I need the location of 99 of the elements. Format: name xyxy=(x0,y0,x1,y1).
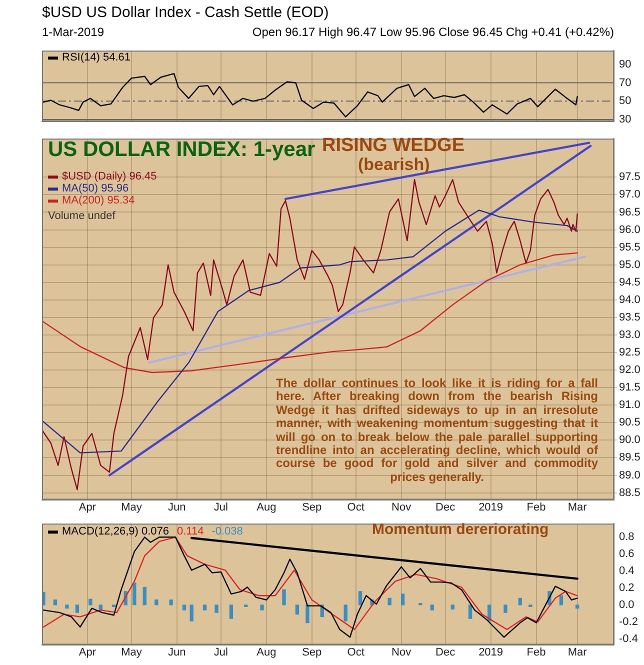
text: -0.038 xyxy=(212,526,243,538)
y-tick-label: 0.8 xyxy=(619,531,634,544)
x-tick-label: Mar xyxy=(568,646,588,658)
y-tick-label: 93.0 xyxy=(619,329,640,342)
bar xyxy=(358,591,362,606)
bar xyxy=(306,604,310,624)
bar xyxy=(190,604,194,622)
bar xyxy=(202,604,207,610)
y-tick-label: 0.0 xyxy=(619,598,634,611)
x-tick-label: Jul xyxy=(214,501,228,514)
y-tick-label: 94.5 xyxy=(619,276,640,288)
x-tick-label: May xyxy=(121,501,142,514)
bar xyxy=(468,604,472,619)
legend-label: MA(200) 95.34 xyxy=(62,194,135,207)
bar xyxy=(154,600,158,606)
y-tick-label: 89.5 xyxy=(619,452,640,464)
x-tick-label: 2019 xyxy=(478,646,504,658)
bar xyxy=(229,604,234,619)
x-tick-label: Apr xyxy=(78,501,96,514)
bar xyxy=(504,604,508,613)
y-tick-label: 30 xyxy=(619,114,632,126)
bar xyxy=(430,604,434,610)
x-tick-label: Dec xyxy=(436,646,456,658)
legend-label: $USD (Daily) 96.45 xyxy=(62,170,157,183)
y-tick-label: 91.5 xyxy=(619,382,640,394)
bar xyxy=(388,598,392,606)
y-tick-label: 97.5 xyxy=(619,171,640,184)
x-tick-label: Feb xyxy=(526,646,546,658)
y-tick-label: 95.0 xyxy=(619,258,640,271)
bar xyxy=(518,598,522,606)
x-tick-label: Sep xyxy=(302,501,322,514)
bar xyxy=(450,604,454,610)
bar xyxy=(142,586,146,606)
y-tick-label: 0.6 xyxy=(619,548,634,560)
bar xyxy=(418,602,422,606)
y-tick-label: 95.5 xyxy=(619,241,640,254)
x-tick-label: Jul xyxy=(214,646,228,658)
y-tick-label: -0.4 xyxy=(619,632,638,645)
legend-label: RSI(14) 54.61 xyxy=(62,52,130,64)
y-tick-label: 88.5 xyxy=(619,486,640,499)
x-tick-label: Aug xyxy=(256,501,276,514)
bar xyxy=(65,604,69,609)
bar xyxy=(400,594,405,606)
y-tick-label: 50 xyxy=(619,95,632,108)
bar xyxy=(75,604,80,613)
y-tick-label: 0.2 xyxy=(619,582,634,594)
x-tick-label: 2019 xyxy=(478,501,504,514)
y-tick-label: 90 xyxy=(619,58,632,70)
series-label: 0.114 xyxy=(177,526,204,538)
annotation: US DOLLAR INDEX: 1-year xyxy=(48,138,316,162)
annotation: Volume undef xyxy=(48,210,116,222)
chart-title: $USD US Dollar Index - Cash Settle (EOD) xyxy=(42,4,329,21)
y-tick-label: 0.4 xyxy=(619,565,634,578)
x-tick-label: Nov xyxy=(392,646,412,658)
bar xyxy=(282,589,286,606)
annotation: (bearish) xyxy=(358,155,430,175)
y-tick-label: 91.0 xyxy=(619,399,640,412)
annotation: RISING WEDGE xyxy=(322,135,465,157)
y-tick-label: 97.0 xyxy=(619,188,640,201)
bar xyxy=(169,600,173,606)
x-tick-label: Apr xyxy=(78,646,96,658)
y-tick-label: 93.5 xyxy=(619,311,640,324)
bar xyxy=(295,604,300,615)
bar xyxy=(576,604,580,609)
bar xyxy=(132,582,136,606)
y-tick-label: 89.0 xyxy=(619,469,640,482)
x-tick-label: Jun xyxy=(168,646,186,658)
y-tick-label: -0.2 xyxy=(619,616,638,628)
legend-label: MACD(12,26,9) 0.076 xyxy=(62,526,169,538)
x-tick-label: Sep xyxy=(302,646,322,658)
annotation: Momentum dereriorating xyxy=(372,521,549,538)
x-tick-label: Jun xyxy=(168,501,186,514)
y-tick-label: 70 xyxy=(619,76,632,89)
y-tick-label: 90.0 xyxy=(619,434,640,446)
bar xyxy=(344,604,348,622)
x-tick-label: Mar xyxy=(568,501,588,514)
x-tick-label: Oct xyxy=(347,646,364,658)
text: Open 96.17 High 96.47 Low 95.96 Close 96.45 Chg +0.41 (+0.42%) xyxy=(252,25,614,39)
y-tick-label: 92.5 xyxy=(619,346,640,359)
legend-label: MA(50) 95.96 xyxy=(62,182,129,195)
annotation: The dollar continues to look like it is riding for a fall here. After breaking down from the bearish Rising Wedge it has drifted sideways to up in an irresolute manner, with weakening momentum suggesting that it will go on to break below the pale parallel supporting trendline into an accelerating decline, which would of course be good for gold and silver and commodity prices generally. xyxy=(276,376,598,484)
x-tick-label: Feb xyxy=(526,501,546,514)
bar xyxy=(260,604,264,610)
x-tick-label: Dec xyxy=(436,501,456,514)
y-tick-label: 96.5 xyxy=(619,206,640,218)
bar xyxy=(559,595,564,606)
x-tick-label: May xyxy=(121,646,142,658)
y-tick-label: 92.0 xyxy=(619,364,640,376)
x-tick-label: Nov xyxy=(392,501,412,514)
bar xyxy=(214,604,218,613)
y-tick-label: 94.0 xyxy=(619,294,640,306)
y-tick-label: 90.5 xyxy=(619,416,640,429)
bar xyxy=(53,600,58,606)
x-tick-label: Aug xyxy=(256,646,276,658)
bar xyxy=(182,604,186,610)
text: 1-Mar-2019 xyxy=(42,25,104,39)
bar xyxy=(88,598,92,606)
y-tick-label: 96.0 xyxy=(619,224,640,236)
x-tick-label: Oct xyxy=(347,501,364,514)
